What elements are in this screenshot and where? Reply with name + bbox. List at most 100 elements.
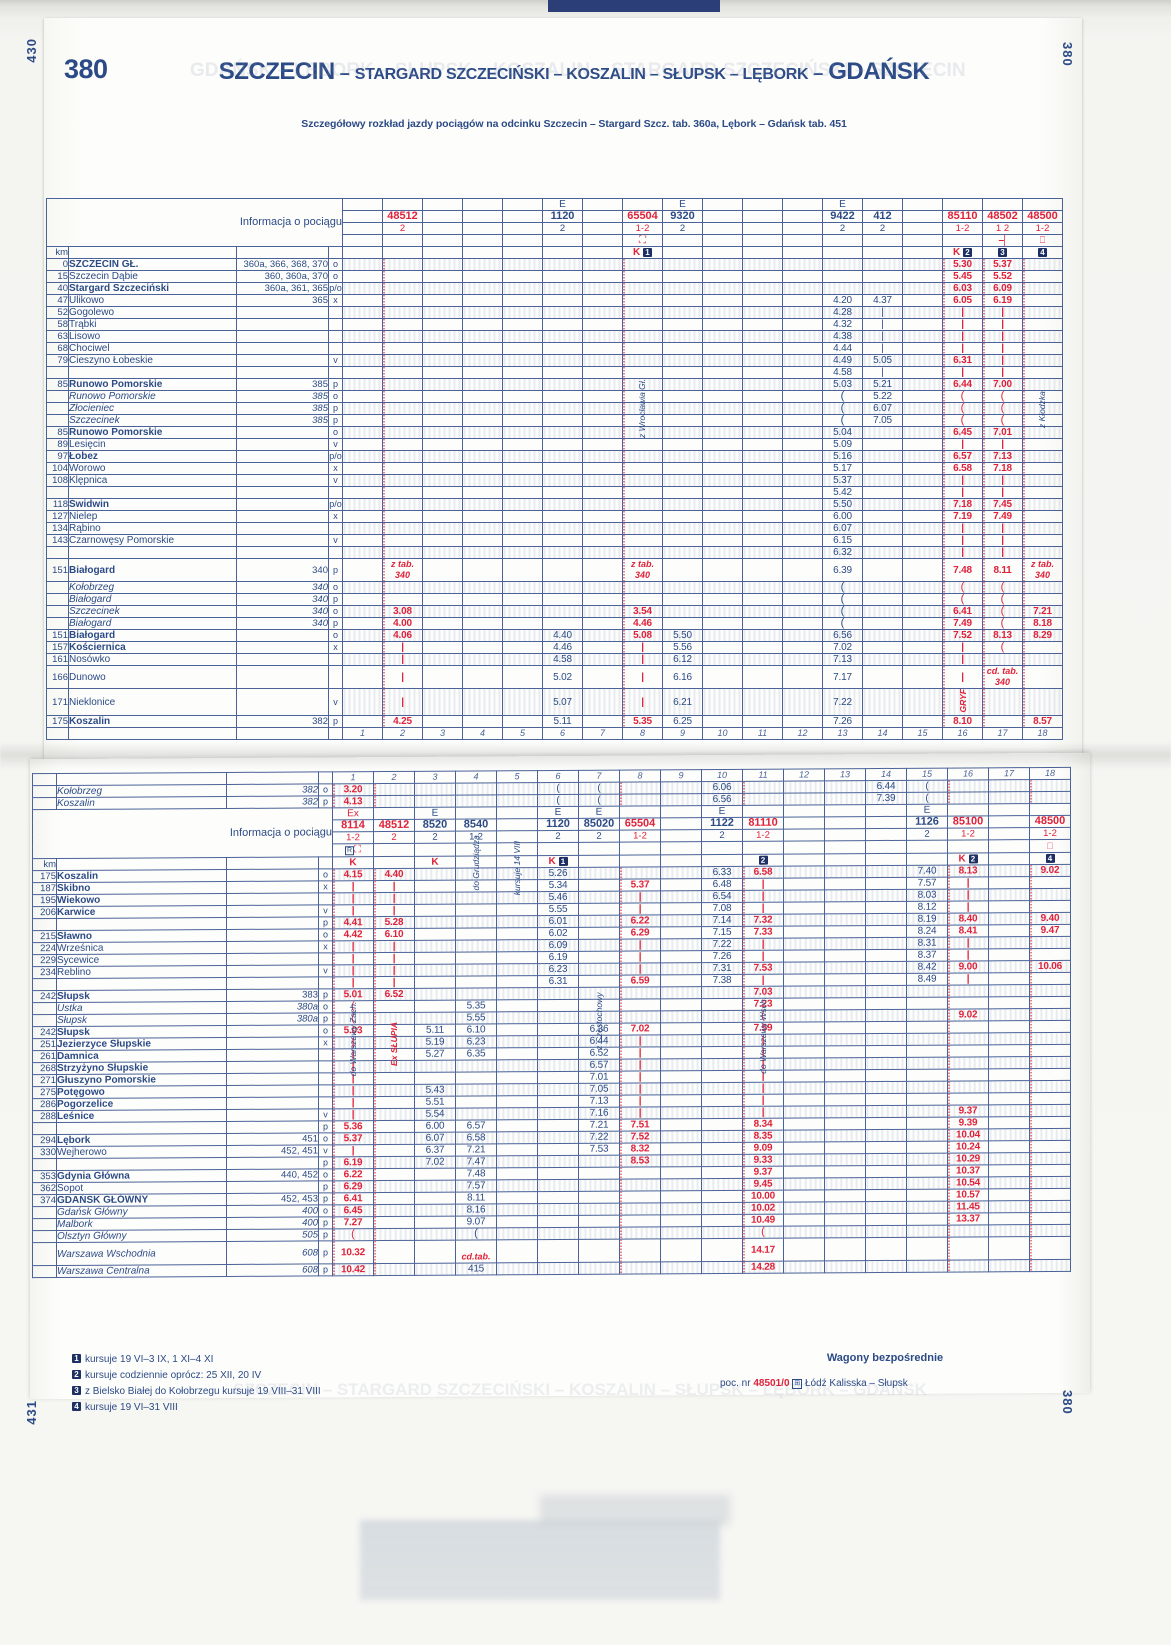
time-cell [582, 270, 623, 283]
footnote-ref-2[interactable]: 2 [963, 248, 972, 257]
train-number-12 [783, 816, 825, 830]
station-op: p [318, 1156, 333, 1169]
time-cell [702, 558, 743, 582]
station-op: o [318, 868, 333, 881]
time-cell: 5.50 [822, 498, 863, 511]
time-cell [902, 462, 943, 475]
time-cell [496, 891, 538, 904]
column-number-12: 12 [782, 727, 823, 741]
station-ref: 400 [226, 1204, 319, 1218]
station-op: o [318, 1132, 333, 1145]
time-cell [462, 294, 503, 307]
time-cell: 5.50 [662, 629, 703, 642]
footnote-ref-1[interactable]: 1 [558, 856, 568, 866]
station-ref: 380a [226, 1012, 319, 1026]
footnote-ref-2[interactable]: 2 [758, 855, 768, 865]
train-class-16: 1-2 [942, 222, 983, 235]
footnote-ref-1[interactable]: 1 [643, 248, 652, 257]
time-cell: 7.53 [742, 962, 784, 975]
time-cell [578, 927, 620, 940]
time-cell [1029, 1188, 1071, 1201]
time-cell: | [742, 1070, 784, 1083]
km-value [32, 1206, 57, 1219]
time-cell: ( [822, 617, 863, 630]
time-cell [502, 426, 543, 439]
station-ref [226, 1036, 319, 1050]
time-cell [1022, 258, 1063, 271]
train-marks-7 [578, 842, 620, 856]
time-cell [742, 366, 783, 379]
time-cell: 8.11 [455, 1191, 497, 1205]
time-cell [702, 474, 743, 487]
time-cell: 5.34 [537, 879, 579, 892]
time-cell [502, 581, 543, 594]
km-value: 166 [46, 665, 69, 689]
station-op [328, 522, 343, 535]
time-cell [988, 1044, 1030, 1057]
time-cell: 5.07 [542, 687, 583, 717]
time-cell [862, 629, 903, 642]
train-class-18: 1-2 [1022, 222, 1063, 235]
train-class-1: 1-2 [332, 831, 374, 844]
time-cell: | [982, 354, 1023, 367]
time-cell [1022, 414, 1063, 427]
time-cell [660, 1202, 702, 1215]
time-cell: | [332, 1048, 374, 1061]
train-number-9: 9320 [662, 210, 703, 223]
time-cell: | [619, 1034, 661, 1048]
time-cell [455, 927, 497, 941]
time-cell [865, 1117, 907, 1130]
station-ref: 340 [236, 605, 329, 618]
through-cars-prefix: poc. nr [720, 1378, 751, 1389]
station-name: Stargard Szczeciński [68, 282, 237, 295]
train-number-1: 8114 [332, 819, 374, 832]
time-cell [414, 1000, 456, 1013]
table-row: 171 Nieklonice v | 5.07 | 6.21 7.22 GRYF [46, 687, 1063, 717]
time-cell: 7.51 [619, 1118, 661, 1132]
time-cell [783, 1260, 825, 1274]
time-cell [382, 342, 423, 355]
time-cell [1029, 1176, 1071, 1189]
time-cell [824, 1177, 866, 1190]
train-class-4: 1-2 [455, 830, 497, 844]
time-cell: 8.42 [906, 961, 948, 974]
station-name: Lębork [56, 1133, 227, 1147]
time-cell [496, 939, 538, 952]
train-footnote-15 [902, 246, 943, 259]
time-cell: 4.15 [332, 868, 374, 881]
time-cell [782, 378, 823, 391]
time-cell [702, 522, 743, 535]
time-cell: z tab. 340 [1022, 558, 1063, 582]
column-number-9: 9 [662, 727, 703, 741]
table-row: 52 Gogolewo 4.28 | | | [46, 306, 1063, 319]
time-cell [906, 1153, 948, 1166]
time-cell [542, 486, 583, 499]
time-cell [1029, 1092, 1071, 1105]
footnote-ref-2[interactable]: 2 [968, 854, 978, 864]
time-cell: 8.34 [742, 1118, 784, 1131]
time-cell [701, 998, 743, 1011]
train-number-10 [702, 210, 743, 223]
time-cell: 6.39 [822, 558, 863, 582]
train-marks-16 [942, 234, 983, 247]
time-cell [865, 1213, 907, 1226]
time-cell [582, 450, 623, 463]
time-cell: | [742, 1082, 784, 1095]
footnote-ref-4[interactable]: 4 [1045, 853, 1055, 863]
train-marks-1: R ⛶ [332, 843, 374, 857]
train-category-7: E [578, 806, 620, 819]
time-cell: | [982, 522, 1023, 535]
km-value: 47 [46, 294, 69, 307]
time-cell: 10.02 [742, 1202, 784, 1215]
time-cell: ( [906, 780, 948, 793]
time-cell [462, 522, 503, 535]
time-cell: 6.57 [942, 450, 983, 463]
time-cell [824, 1237, 866, 1261]
time-cell [373, 1180, 415, 1193]
km-value: 58 [46, 318, 69, 331]
time-cell [502, 282, 543, 295]
footnote-ref-4[interactable]: 4 [1038, 248, 1047, 257]
footnote-ref-3[interactable]: 3 [998, 248, 1007, 257]
train-footnote-13 [824, 853, 866, 866]
